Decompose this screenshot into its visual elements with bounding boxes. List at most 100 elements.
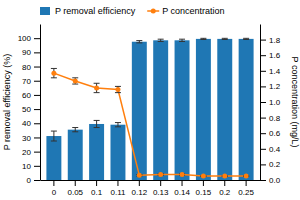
tick-label: 100	[18, 34, 32, 43]
tick: 0.2	[260, 160, 281, 169]
point	[137, 173, 142, 178]
tick: 60	[22, 91, 40, 100]
tick: 0.11	[110, 180, 126, 197]
tick-mark	[34, 109, 40, 110]
tick-label: 0.13	[153, 188, 169, 197]
tick-label: 0.1	[91, 188, 103, 197]
tick-label: 70	[22, 77, 31, 86]
bar	[110, 125, 125, 180]
tick-mark	[260, 180, 266, 181]
legend-label: P concentration	[162, 6, 224, 16]
tick-mark	[34, 38, 40, 39]
tick-label: 0.8	[269, 114, 281, 123]
tick: 0.1	[91, 180, 103, 197]
tick: 100	[18, 34, 40, 43]
tick: 0.13	[153, 180, 169, 197]
tick: 0.6	[260, 129, 281, 138]
point	[51, 71, 56, 76]
error-bar	[136, 41, 142, 43]
tick: 1.8	[260, 36, 281, 45]
tick-label: 0.4	[269, 145, 281, 154]
tick-label: 60	[22, 91, 31, 100]
chart-container: 00.050.10.110.120.130.140.150.20.2501020…	[0, 0, 300, 200]
error-bar	[51, 68, 57, 77]
tick: 0.05	[67, 180, 83, 197]
bar	[89, 124, 104, 180]
point	[94, 85, 99, 90]
bar	[68, 130, 83, 180]
tick-label: 0.25	[238, 188, 254, 197]
tick: 0.8	[260, 114, 281, 123]
tick-mark	[34, 137, 40, 138]
tick-label: 0.0	[269, 176, 281, 185]
point	[180, 172, 185, 177]
tick: 0	[52, 180, 57, 197]
error-bar	[115, 86, 121, 92]
tick-label: 90	[22, 48, 31, 57]
tick-label: 0.6	[269, 129, 281, 138]
tick-mark	[260, 164, 266, 165]
tick-mark	[34, 95, 40, 96]
tick-label: 0.2	[219, 188, 231, 197]
point	[201, 174, 206, 179]
legend: P removal efficiency P concentration	[40, 6, 225, 16]
tick-mark	[75, 180, 76, 186]
tick-mark	[260, 86, 266, 87]
tick: 0.15	[196, 180, 212, 197]
tick-mark	[260, 102, 266, 103]
error-bar	[94, 83, 100, 92]
series-bar	[46, 38, 253, 180]
bar	[46, 136, 61, 180]
tick-mark	[160, 180, 161, 186]
tick: 30	[22, 134, 40, 143]
tick-label: 0.11	[110, 188, 126, 197]
bar	[175, 40, 190, 180]
tick: 0.2	[219, 180, 231, 197]
tick-mark	[246, 180, 247, 186]
legend-item: P removal efficiency	[40, 6, 136, 16]
plot-area	[46, 38, 253, 180]
tick-mark	[260, 118, 266, 119]
tick-label: 0.15	[196, 188, 212, 197]
tick-mark	[260, 71, 266, 72]
tick-mark	[260, 40, 266, 41]
tick-label: 0.2	[269, 160, 281, 169]
tick: 70	[22, 77, 40, 86]
error-bar	[72, 78, 78, 84]
error-bar	[94, 120, 100, 127]
tick: 0.12	[132, 180, 148, 197]
tick-label: 30	[22, 134, 31, 143]
y2-axis-title: P concentration (mg/L)	[290, 57, 300, 148]
tick-label: 0.14	[174, 188, 190, 197]
tick-label: 1.6	[269, 51, 281, 60]
tick-mark	[203, 180, 204, 186]
point	[244, 174, 249, 179]
bar	[153, 40, 168, 180]
point	[73, 78, 78, 83]
tick: 1.0	[260, 98, 281, 107]
tick: 1.6	[260, 51, 281, 60]
point	[115, 87, 120, 92]
error-bar	[72, 128, 78, 132]
point	[158, 172, 163, 177]
tick: 0.4	[260, 145, 281, 154]
tick: 1.2	[260, 82, 281, 91]
tick-label: 0	[27, 176, 32, 185]
axis-line	[41, 180, 261, 181]
tick-label: 50	[22, 105, 31, 114]
tick: 0.14	[174, 180, 190, 197]
bar	[132, 42, 147, 180]
tick: 80	[22, 63, 40, 72]
bar	[196, 39, 211, 180]
legend-label: P removal efficiency	[55, 6, 136, 16]
tick-mark	[139, 180, 140, 186]
tick-mark	[34, 180, 40, 181]
tick: 0.0	[260, 176, 281, 185]
legend-swatch	[40, 7, 50, 15]
line	[54, 73, 246, 176]
x-axis: 0 0.05 0.1 0.11 0.12 0.13 0.14 0.15 0.2 0.25	[41, 180, 261, 197]
tick-mark	[34, 166, 40, 167]
tick: 1.4	[260, 67, 281, 76]
tick: 0	[27, 176, 40, 185]
tick-label: 1.4	[269, 67, 281, 76]
